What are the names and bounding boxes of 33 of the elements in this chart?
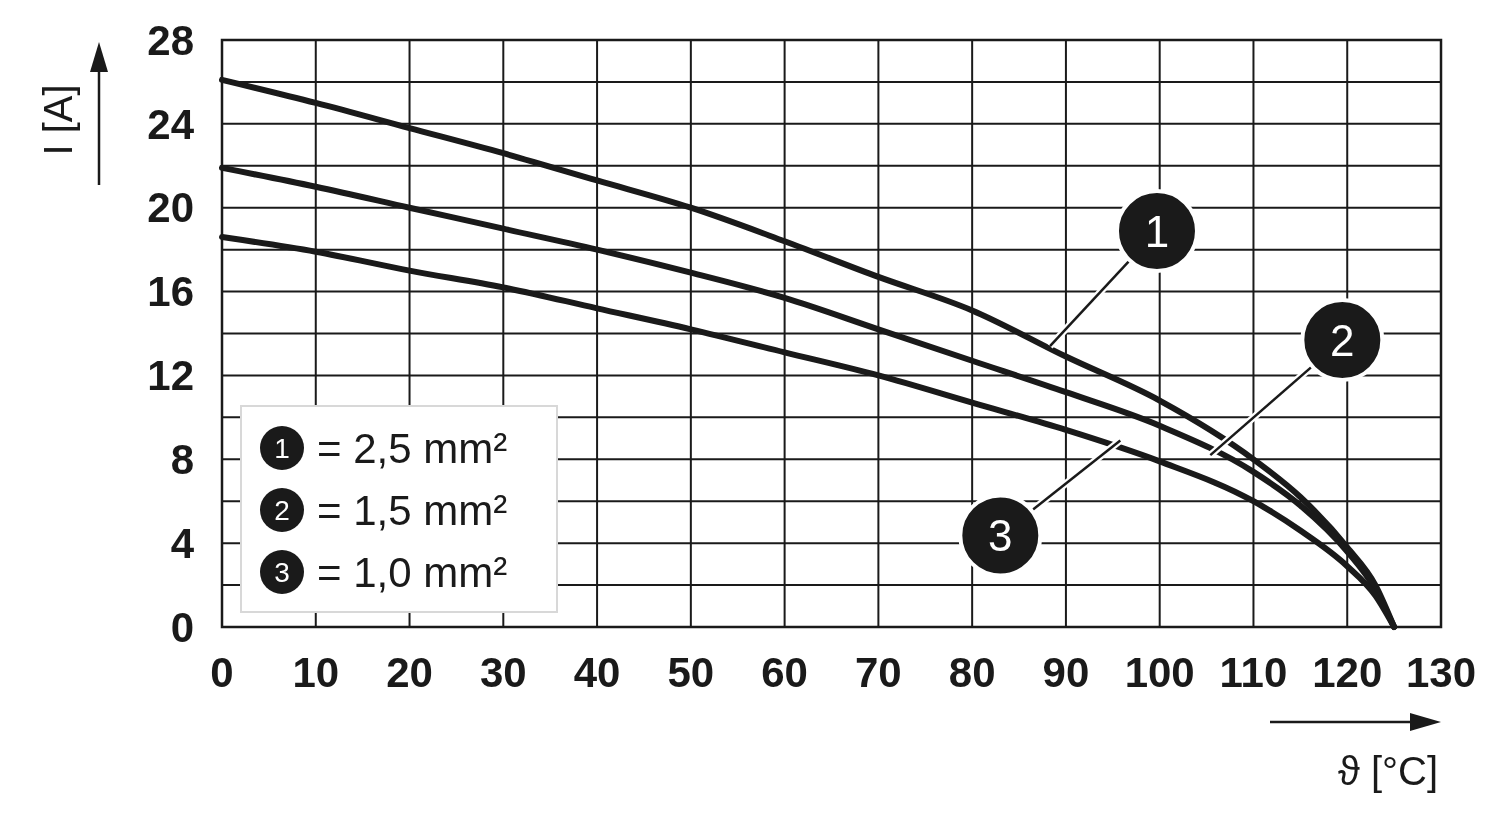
x-tick-label: 0 (210, 649, 234, 696)
y-axis-title: I [A] (36, 84, 80, 156)
annotation: 3 (988, 511, 1013, 561)
legend-label: = 1,0 mm² (317, 549, 508, 597)
x-tick-label: 70 (855, 649, 902, 696)
x-tick-label: 120 (1312, 649, 1383, 696)
x-tick-label: 10 (292, 649, 340, 696)
x-tick-label: 20 (386, 649, 433, 696)
y-tick-label: 4 (170, 519, 195, 567)
legend-label: = 2,5 mm² (317, 425, 508, 473)
x-tick-label: 50 (667, 649, 715, 696)
annotation: 1 (1144, 206, 1170, 256)
y-tick-label: 20 (147, 184, 194, 232)
text: 1 (274, 433, 290, 465)
x-tick-label: 100 (1124, 649, 1195, 696)
y-tick-label: 12 (147, 352, 194, 400)
x-tick-label: 60 (761, 649, 808, 696)
x-axis-title: ϑ [°C] (1337, 749, 1438, 793)
y-tick-label: 24 (147, 100, 195, 148)
y-tick-label: 8 (170, 435, 194, 483)
x-tick-label: 30 (479, 649, 527, 696)
x-tick-label: 40 (573, 649, 621, 696)
y-tick-label: 0 (170, 603, 194, 651)
text: 3 (274, 557, 290, 589)
x-tick-label: 90 (1042, 649, 1090, 696)
y-tick-label: 28 (147, 16, 194, 64)
text: 2 (274, 495, 290, 527)
x-tick-label: 80 (948, 649, 996, 696)
x-tick-label: 110 (1219, 649, 1288, 696)
x-tick-label: 130 (1405, 649, 1477, 696)
y-tick-label: 16 (147, 268, 194, 316)
annotation: 2 (1330, 315, 1355, 365)
legend-label: = 1,5 mm² (317, 487, 508, 535)
